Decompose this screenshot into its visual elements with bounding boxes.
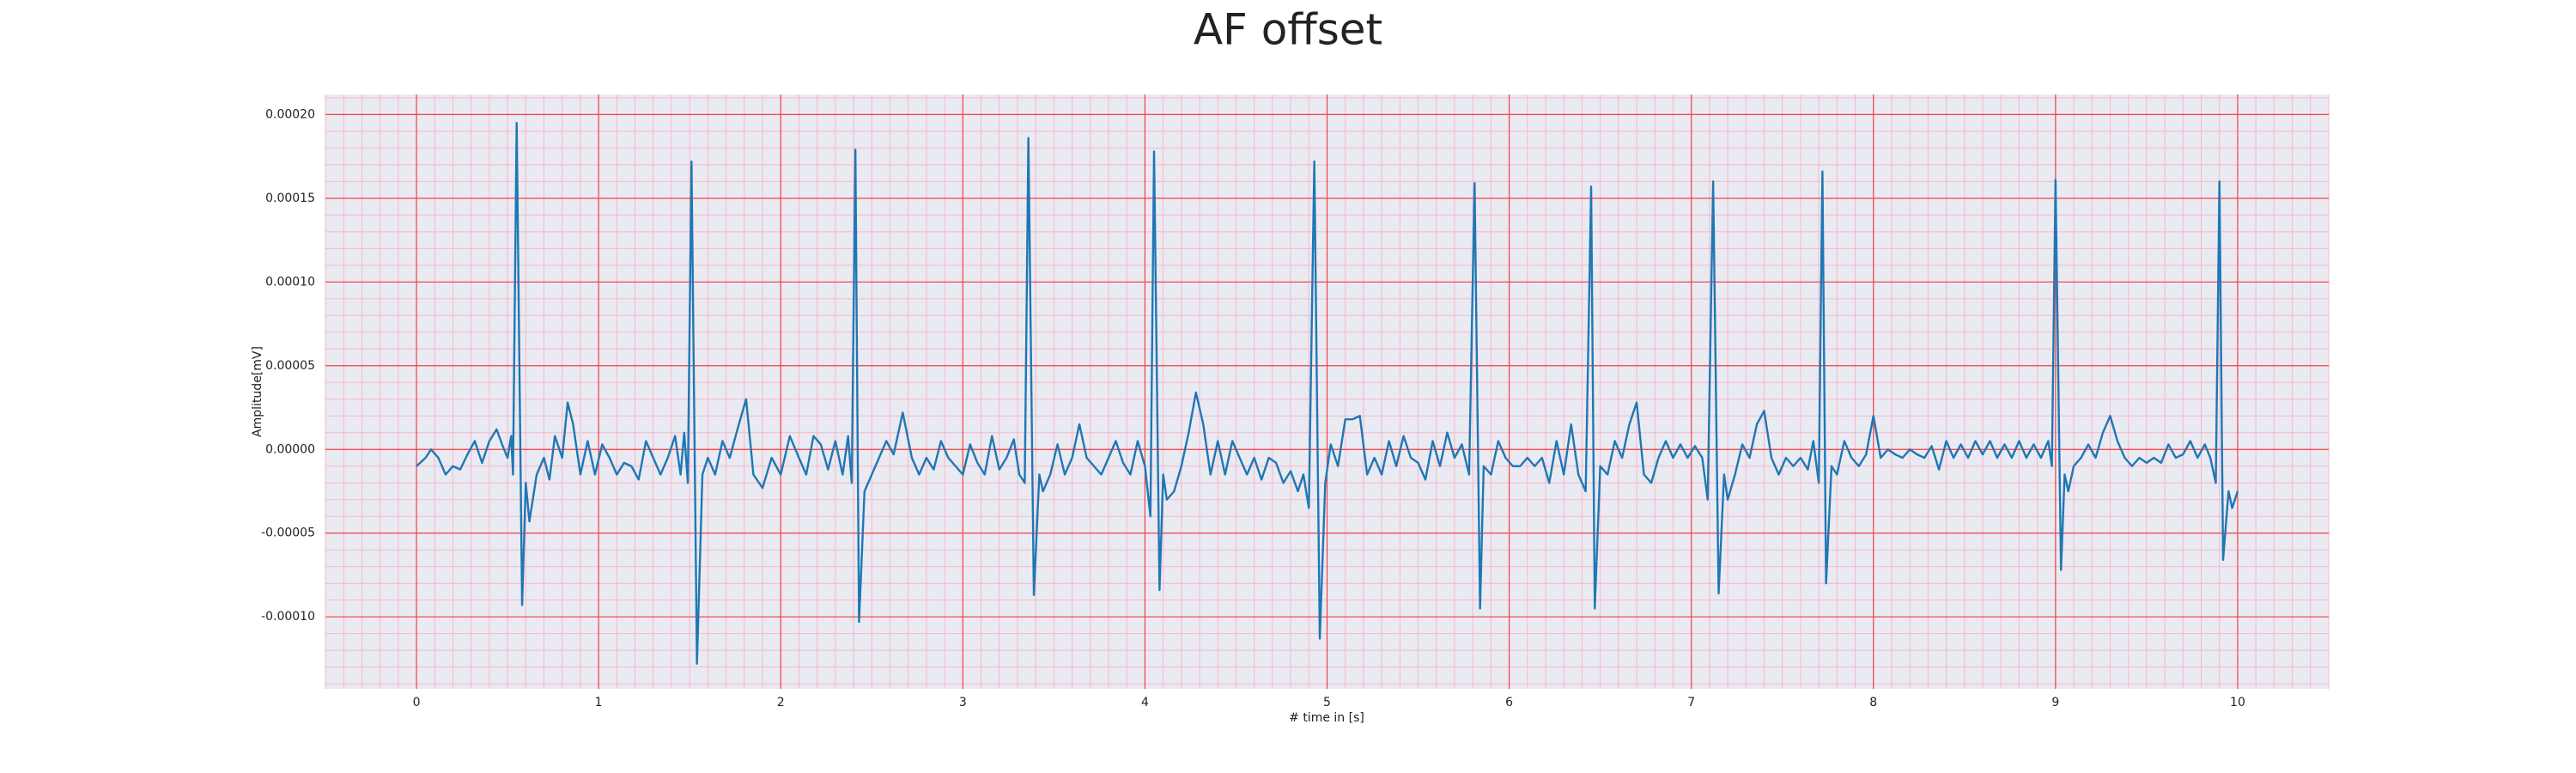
x-tick-label: 0 (413, 696, 421, 709)
y-tick-label: -0.00010 (261, 610, 315, 624)
chart-title: AF offset (1194, 5, 1382, 55)
x-axis-label: # time in [s] (1289, 711, 1364, 725)
y-tick-label: -0.00005 (261, 526, 315, 540)
x-tick-label: 3 (959, 696, 967, 709)
y-tick-label: 0.00000 (265, 442, 315, 456)
x-tick-label: 7 (1687, 696, 1695, 709)
x-tick-label: 4 (1141, 696, 1149, 709)
x-tick-label: 2 (777, 696, 785, 709)
y-tick-label: 0.00005 (265, 359, 315, 373)
y-axis-label: Amplitude[mV] (251, 346, 264, 437)
x-tick-label: 1 (595, 696, 603, 709)
x-tick-label: 6 (1505, 696, 1513, 709)
data-line (416, 121, 2239, 665)
x-tick-label: 5 (1323, 696, 1331, 709)
y-tick-label: 0.00020 (265, 107, 315, 121)
y-tick-label: 0.00010 (265, 275, 315, 289)
x-tick-label: 10 (2230, 696, 2245, 709)
x-tick-label: 8 (1869, 696, 1877, 709)
y-tick-label: 0.00015 (265, 192, 315, 205)
x-tick-label: 9 (2051, 696, 2059, 709)
